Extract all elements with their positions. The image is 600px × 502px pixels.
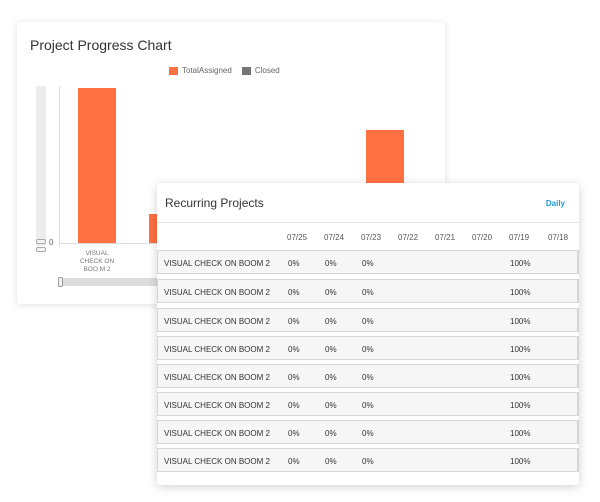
column-header: 07/19 (509, 233, 530, 242)
row-cell: 0% (288, 373, 300, 382)
row-cell: 100% (510, 345, 531, 354)
legend-swatch-closed (241, 66, 251, 75)
vertical-scroll-grip-top[interactable] (36, 239, 46, 244)
row-cell: 0% (362, 429, 374, 438)
bar-totalassigned-0[interactable] (78, 88, 116, 243)
row-cell: 0% (325, 259, 337, 268)
row-cell: 0% (288, 317, 300, 326)
legend-item-totalassigned[interactable]: TotalAssigned (169, 66, 232, 75)
row-cell: 100% (510, 429, 531, 438)
row-cell: 0% (362, 345, 374, 354)
row-project-name: VISUAL CHECK ON BOOM 2 (164, 457, 270, 466)
row-cell: 0% (288, 345, 300, 354)
project-progress-chart-card: Project Progress Chart TotalAssigned Clo… (17, 22, 445, 304)
column-header: 07/24 (324, 233, 345, 242)
row-cell: 0% (362, 259, 374, 268)
table-title: Recurring Projects (165, 196, 264, 210)
row-project-name: VISUAL CHECK ON BOOM 2 (164, 259, 270, 268)
row-cell: 0% (325, 373, 337, 382)
row-cell: 0% (288, 401, 300, 410)
row-cell: 0% (325, 317, 337, 326)
row-cell: 100% (510, 288, 531, 297)
column-header-row: 07/25 07/24 07/23 07/22 07/21 07/20 07/1… (157, 223, 579, 249)
chart-vertical-scrollbar[interactable] (36, 86, 46, 246)
column-header: 07/22 (398, 233, 419, 242)
column-header: 07/21 (435, 233, 456, 242)
row-cell: 0% (325, 429, 337, 438)
row-cell: 0% (325, 288, 337, 297)
row-cell: 0% (325, 345, 337, 354)
table-row[interactable]: VISUAL CHECK ON BOOM 2 0% 0% 0% 100% (157, 448, 579, 472)
column-header: 07/18 (548, 233, 569, 242)
row-cell: 0% (362, 288, 374, 297)
row-project-name: VISUAL CHECK ON BOOM 2 (164, 401, 270, 410)
table-row[interactable]: VISUAL CHECK ON BOOM 2 0% 0% 0% 100% (157, 250, 579, 274)
row-cell: 100% (510, 401, 531, 410)
table-row[interactable]: VISUAL CHECK ON BOOM 2 0% 0% 0% 100% (157, 420, 579, 444)
x-tick-label: VISUAL CHECK ON BOO M 2 (79, 250, 115, 273)
row-cell: 0% (288, 288, 300, 297)
table-row[interactable]: VISUAL CHECK ON BOOM 2 0% 0% 0% 100% (157, 279, 579, 303)
chart-legend: TotalAssigned Closed (169, 66, 280, 75)
row-cell: 0% (362, 401, 374, 410)
row-cell: 100% (510, 373, 531, 382)
horizontal-scroll-thumb[interactable] (58, 277, 63, 287)
column-header: 07/20 (472, 233, 493, 242)
row-cell: 0% (362, 457, 374, 466)
chart-horizontal-scrollbar[interactable] (58, 277, 168, 287)
row-project-name: VISUAL CHECK ON BOOM 2 (164, 429, 270, 438)
row-cell: 0% (325, 457, 337, 466)
row-cell: 100% (510, 259, 531, 268)
daily-filter-link[interactable]: Daily (545, 199, 565, 208)
column-header: 07/23 (361, 233, 382, 242)
legend-label-closed: Closed (254, 66, 280, 75)
row-cell: 0% (362, 373, 374, 382)
row-cell: 0% (288, 429, 300, 438)
table-row[interactable]: VISUAL CHECK ON BOOM 2 0% 0% 0% 100% (157, 392, 579, 416)
row-project-name: VISUAL CHECK ON BOOM 2 (164, 317, 270, 326)
row-project-name: VISUAL CHECK ON BOOM 2 (164, 373, 270, 382)
row-cell: 0% (325, 401, 337, 410)
table-row[interactable]: VISUAL CHECK ON BOOM 2 0% 0% 0% 100% (157, 336, 579, 360)
table-row[interactable]: VISUAL CHECK ON BOOM 2 0% 0% 0% 100% (157, 308, 579, 332)
chart-title: Project Progress Chart (30, 37, 172, 53)
table-row[interactable]: VISUAL CHECK ON BOOM 2 0% 0% 0% 100% (157, 364, 579, 388)
row-cell: 0% (362, 317, 374, 326)
column-header: 07/25 (287, 233, 308, 242)
row-cell: 0% (288, 259, 300, 268)
table-header-bar: Recurring Projects Daily (157, 183, 579, 223)
row-project-name: VISUAL CHECK ON BOOM 2 (164, 345, 270, 354)
vertical-scroll-grip-bottom[interactable] (36, 247, 46, 252)
row-cell: 0% (288, 457, 300, 466)
legend-item-closed[interactable]: Closed (241, 66, 280, 75)
y-tick-label-zero: 0 (49, 238, 54, 247)
legend-swatch-totalassigned (169, 66, 178, 75)
legend-label-totalassigned: TotalAssigned (182, 66, 232, 75)
recurring-projects-card: Recurring Projects Daily 07/25 07/24 07/… (157, 183, 579, 485)
y-axis-line (59, 86, 60, 246)
row-cell: 100% (510, 317, 531, 326)
row-project-name: VISUAL CHECK ON BOOM 2 (164, 288, 270, 297)
row-cell: 100% (510, 457, 531, 466)
